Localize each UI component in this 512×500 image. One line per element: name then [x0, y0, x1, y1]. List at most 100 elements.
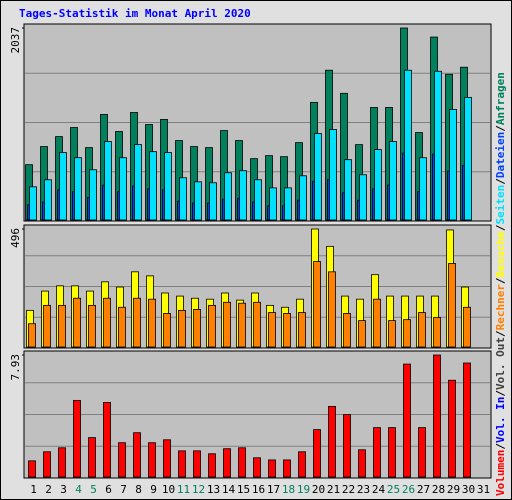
x-tick-label: 20 — [312, 483, 325, 496]
bar — [44, 179, 52, 221]
bar — [133, 297, 141, 348]
legend-entry: Seiten — [494, 185, 507, 225]
x-tick-label: 26 — [402, 483, 415, 496]
bar — [299, 175, 307, 221]
bar — [463, 306, 471, 348]
bar — [164, 152, 172, 221]
legend-entry: Vol. Out — [494, 337, 507, 390]
bar — [194, 181, 202, 221]
bar — [133, 432, 141, 478]
x-tick-label: 15 — [237, 483, 250, 496]
bar — [43, 451, 51, 478]
x-tick-label: 1 — [30, 483, 37, 496]
x-tick-label: 23 — [357, 483, 370, 496]
bar — [238, 447, 246, 478]
legend-entry: Besuche — [494, 231, 507, 278]
bar — [418, 427, 426, 478]
bar — [448, 379, 456, 478]
legend-separator: / — [494, 178, 507, 185]
x-tick-label: 3 — [60, 483, 67, 496]
bar — [58, 304, 66, 348]
bar — [59, 152, 67, 221]
bar — [238, 302, 246, 348]
bar — [389, 141, 397, 221]
bar — [404, 69, 412, 221]
bar — [28, 460, 36, 478]
bar — [343, 414, 351, 478]
bar — [328, 271, 336, 348]
bar — [253, 301, 261, 348]
bar — [58, 447, 66, 478]
bar — [298, 312, 306, 348]
bar — [373, 427, 381, 478]
x-tick-label: 29 — [447, 483, 460, 496]
legend-entry: Rechner — [494, 284, 507, 331]
bar — [103, 401, 111, 478]
bar — [358, 449, 366, 478]
legend-separator: / — [494, 277, 507, 284]
y-tick-label: 2037 — [9, 27, 22, 54]
bar — [148, 442, 156, 478]
bar — [359, 174, 367, 221]
bar — [193, 309, 201, 348]
bar — [224, 172, 232, 221]
bar — [29, 186, 37, 221]
bar — [314, 133, 322, 221]
bar — [463, 362, 471, 478]
bar — [118, 442, 126, 478]
x-tick-label: 19 — [297, 483, 310, 496]
bar — [344, 159, 352, 221]
bar — [88, 304, 96, 348]
bar — [163, 313, 171, 348]
bar — [73, 399, 81, 478]
bar — [464, 96, 472, 221]
bar — [28, 323, 36, 348]
x-tick-label: 5 — [90, 483, 97, 496]
x-tick-label: 6 — [105, 483, 112, 496]
bar — [374, 149, 382, 221]
bar — [448, 263, 456, 348]
x-tick-label: 27 — [417, 483, 430, 496]
legend-separator: / — [494, 390, 507, 397]
bar — [223, 448, 231, 478]
bar — [419, 157, 427, 221]
legend-entry: Volumen — [494, 450, 507, 496]
x-tick-label: 30 — [462, 483, 475, 496]
x-tick-label: 12 — [192, 483, 205, 496]
bar — [73, 297, 81, 348]
bar — [298, 451, 306, 478]
bar — [178, 450, 186, 478]
bar — [193, 450, 201, 478]
bar — [268, 459, 276, 478]
bar — [313, 261, 321, 348]
bar — [269, 187, 277, 221]
bar — [134, 144, 142, 221]
x-tick-label: 13 — [207, 483, 220, 496]
x-tick-label: 7 — [120, 483, 127, 496]
x-tick-label: 2 — [45, 483, 52, 496]
bar — [434, 70, 442, 221]
x-tick-label: 28 — [432, 483, 445, 496]
bar — [284, 187, 292, 221]
bar — [239, 170, 247, 221]
bar — [373, 298, 381, 348]
bar — [329, 129, 337, 221]
bar — [433, 354, 441, 478]
x-tick-label: 14 — [222, 483, 236, 496]
bar — [163, 439, 171, 478]
bar — [449, 109, 457, 221]
x-tick-label: 16 — [252, 483, 265, 496]
x-tick-label: 11 — [177, 483, 190, 496]
bar — [388, 427, 396, 478]
bar — [388, 320, 396, 348]
bar — [358, 320, 366, 348]
x-tick-label: 18 — [282, 483, 295, 496]
legend: Volumen/Vol. In/Vol. Out/Rechner/Besuche… — [494, 72, 507, 496]
legend-entry: Anfragen — [494, 72, 507, 125]
x-tick-label: 24 — [372, 483, 386, 496]
bar — [118, 306, 126, 348]
legend-separator: / — [494, 443, 507, 450]
x-tick-label: 17 — [267, 483, 280, 496]
bar — [103, 297, 111, 348]
